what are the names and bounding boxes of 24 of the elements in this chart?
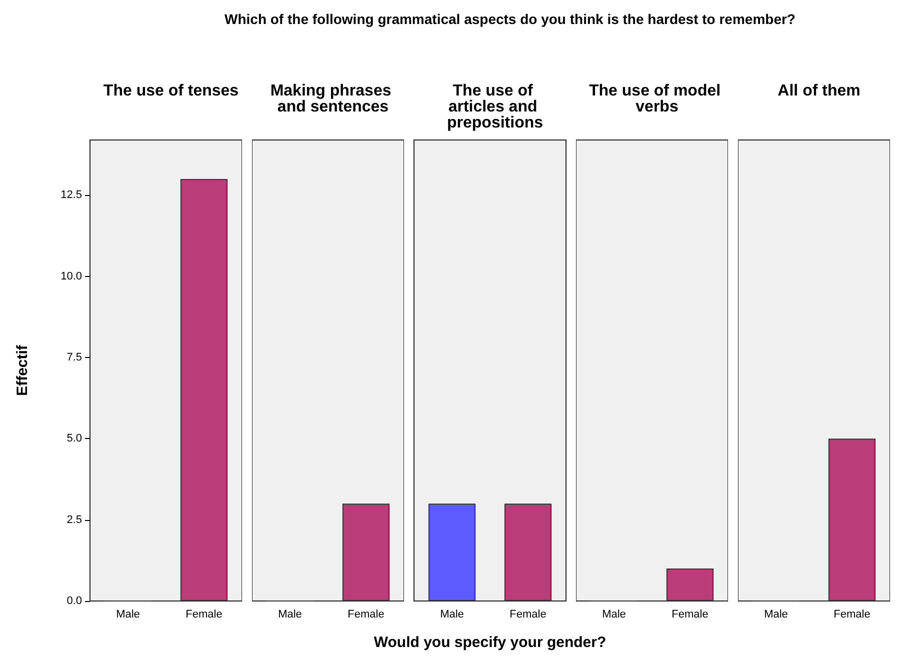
- x-tick-label: Female: [834, 608, 870, 620]
- x-tick-label: Male: [278, 608, 302, 620]
- y-tick-label: 12.5: [60, 189, 82, 202]
- y-tick-label: 0.0: [66, 595, 82, 607]
- x-tick-label: Male: [440, 608, 464, 620]
- x-tick-label: Male: [116, 608, 140, 620]
- chart-title: The use of tenses: [103, 82, 239, 100]
- chart-title: The use of articles and prepositions: [446, 82, 544, 132]
- chart-title: The use of model verbs: [588, 82, 726, 116]
- y-tick-label: 5.0: [66, 432, 82, 445]
- x-tick-label: Female: [348, 608, 384, 620]
- x-tick-label: Female: [672, 608, 708, 620]
- chart-title: Making phrases and sentences: [270, 82, 396, 116]
- chart-title: All of them: [778, 82, 860, 100]
- y-axis-title: Effectif: [14, 344, 31, 396]
- x-tick-label: Male: [602, 608, 626, 620]
- x-tick-label: Female: [510, 608, 546, 620]
- x-tick-label: Female: [186, 608, 222, 620]
- x-tick-label: Male: [764, 608, 788, 620]
- y-tick-label: 2.5: [66, 514, 82, 526]
- text: Which of the following grammatical aspects do you think is the hardest to remember?: [224, 11, 796, 27]
- y-tick-label: 10.0: [60, 270, 82, 282]
- x-axis-title: Would you specify your gender?: [374, 634, 606, 651]
- y-tick-label: 7.5: [66, 352, 82, 364]
